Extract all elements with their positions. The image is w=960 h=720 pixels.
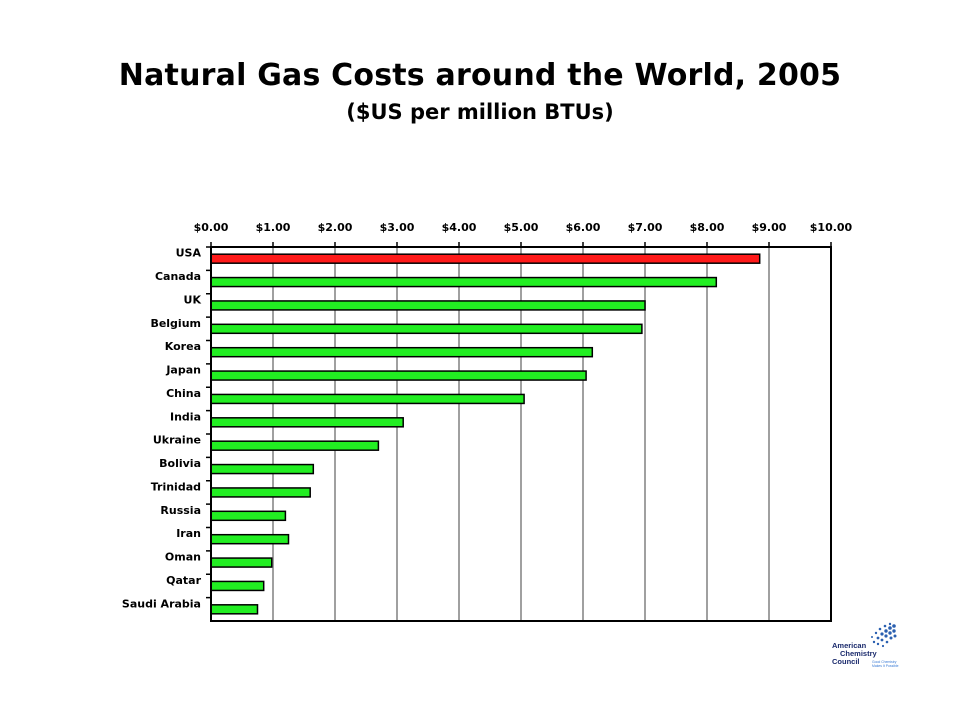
logo-line-2: Chemistry <box>840 649 877 658</box>
bar-belgium <box>210 323 643 335</box>
chart-subtitle: ($US per million BTUs) <box>346 100 614 124</box>
bar-china <box>210 393 525 405</box>
bar-canada <box>210 276 718 288</box>
category-label: Belgium <box>150 317 201 330</box>
x-tick-label: $4.00 <box>442 221 477 234</box>
american-chemistry-council-logo: American Chemistry Council Good Chemistr… <box>828 622 900 678</box>
category-label: Qatar <box>166 574 201 587</box>
x-tick-label: $7.00 <box>628 221 663 234</box>
category-label: Bolivia <box>159 457 201 470</box>
category-label: India <box>170 410 201 423</box>
plot-border <box>210 246 832 622</box>
logo-line-1: American <box>832 641 867 650</box>
logo-wordmark: American Chemistry Council <box>832 642 892 666</box>
category-label: Saudi Arabia <box>122 597 201 610</box>
category-label: Iran <box>176 527 201 540</box>
bar-india <box>210 417 404 428</box>
bar-iran <box>210 533 290 545</box>
bar-oman <box>210 557 273 568</box>
bar-uk <box>210 300 646 311</box>
chart-title: Natural Gas Costs around the World, 2005 <box>118 58 842 93</box>
x-tick-label: $2.00 <box>318 221 353 234</box>
bar-saudi-arabia <box>210 604 259 615</box>
category-label: Trinidad <box>151 480 201 493</box>
category-label: USA <box>176 247 202 260</box>
logo-line-3: Council <box>832 657 860 666</box>
logo-tagline-1: Good Chemistry <box>872 660 897 664</box>
bar-bolivia <box>210 463 315 475</box>
x-tick-label: $10.00 <box>810 221 853 234</box>
logo-tagline-2: Makes It Possible <box>872 664 899 668</box>
category-label: Canada <box>155 270 201 283</box>
x-tick-label: $1.00 <box>256 221 291 234</box>
x-tick-label: $9.00 <box>752 221 787 234</box>
bar-ukraine <box>210 440 380 451</box>
category-label: Ukraine <box>153 434 201 447</box>
category-label: China <box>166 387 201 400</box>
bar-russia <box>210 510 287 522</box>
bar-japan <box>210 370 587 381</box>
logo-tagline: Good Chemistry Makes It Possible <box>872 660 902 668</box>
category-label: Korea <box>165 340 201 353</box>
bar-trinidad <box>210 487 311 498</box>
bar-usa <box>210 253 761 264</box>
category-label: Russia <box>160 504 201 517</box>
x-tick-label: $5.00 <box>504 221 539 234</box>
category-label: UK <box>184 293 202 306</box>
bar-qatar <box>210 580 265 592</box>
category-label: Japan <box>165 364 201 377</box>
x-tick-label: $6.00 <box>566 221 601 234</box>
logo-dots-icon <box>871 622 897 648</box>
x-tick-label: $8.00 <box>690 221 725 234</box>
x-tick-label: $3.00 <box>380 221 415 234</box>
x-tick-label: $0.00 <box>194 221 229 234</box>
category-label: Oman <box>165 551 201 564</box>
bar-korea <box>210 346 594 358</box>
